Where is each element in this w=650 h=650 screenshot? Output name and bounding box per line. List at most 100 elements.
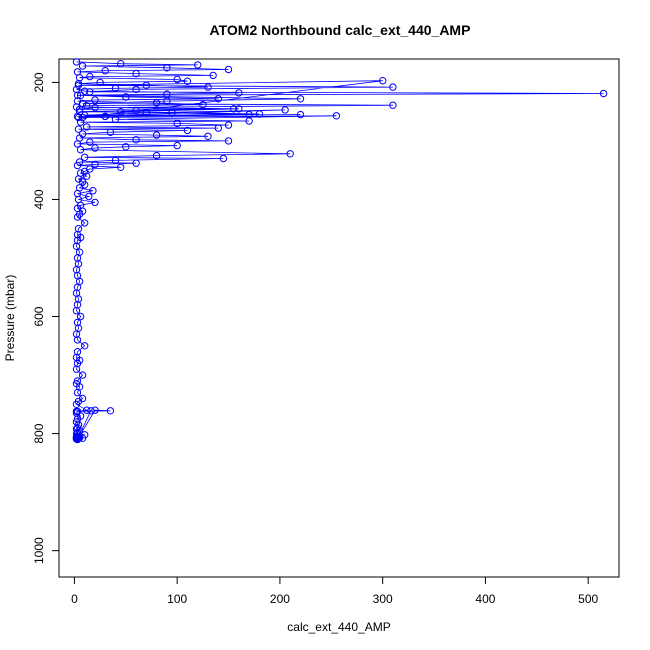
- data-point: [78, 113, 87, 122]
- data-point: [117, 108, 125, 116]
- data-point: [83, 406, 91, 414]
- plot-frame: [58, 58, 620, 578]
- data-point: [183, 77, 192, 85]
- data-point: [142, 109, 151, 117]
- data-point: [389, 101, 397, 109]
- data-point: [89, 187, 97, 195]
- data-point: [214, 95, 223, 103]
- x-tick-label: 0: [71, 592, 78, 606]
- x-axis: 0 100 200 300 400 500: [71, 576, 599, 606]
- data-point: [91, 406, 99, 414]
- data-point: [224, 65, 233, 74]
- data-point: [224, 121, 233, 129]
- y-axis-label: Pressure (mbar): [3, 275, 17, 362]
- data-point: [152, 131, 161, 139]
- data-point: [91, 144, 99, 152]
- data-point: [599, 89, 608, 98]
- data-point: [83, 102, 91, 110]
- data-point: [379, 77, 387, 85]
- data-point: [111, 84, 120, 93]
- data-point: [72, 58, 81, 66]
- data-point: [163, 90, 171, 98]
- data-point: [209, 71, 217, 80]
- data-point: [173, 141, 181, 150]
- data-point: [245, 117, 253, 125]
- data-point: [73, 91, 82, 100]
- data-point: [389, 83, 397, 91]
- data-point: [152, 99, 161, 107]
- data-point: [235, 89, 243, 97]
- data-point: [96, 78, 104, 87]
- data-point: [106, 128, 115, 136]
- data-point: [122, 143, 130, 151]
- data-point: [73, 112, 82, 121]
- data-point: [173, 119, 181, 128]
- x-tick-label: 500: [578, 592, 598, 606]
- data-point: [86, 72, 94, 81]
- data-point: [117, 163, 125, 172]
- data-point: [76, 312, 85, 321]
- x-tick-label: 200: [270, 592, 290, 606]
- x-tick-label: 100: [167, 592, 187, 606]
- data-point: [86, 138, 94, 146]
- y-tick-label: 1000: [32, 537, 46, 564]
- data-point: [183, 126, 192, 135]
- data-point: [296, 110, 305, 119]
- data-point: [204, 83, 212, 91]
- data-point: [73, 388, 82, 397]
- data-point: [332, 112, 341, 120]
- data-point: [73, 336, 82, 344]
- data-point: [235, 105, 243, 113]
- x-axis-label: calc_ext_440_AMP: [287, 620, 390, 634]
- data-point: [75, 105, 84, 114]
- data-point: [72, 307, 81, 315]
- data-point: [85, 192, 93, 201]
- data-point: [152, 151, 161, 160]
- y-tick-label: 800: [32, 423, 46, 443]
- data-point: [224, 137, 233, 145]
- data-point: [81, 167, 89, 176]
- data-point: [91, 160, 99, 169]
- data-point: [111, 156, 120, 165]
- data-point: [132, 106, 140, 115]
- data-point: [78, 62, 87, 70]
- data-point: [122, 93, 130, 101]
- data-point: [73, 161, 82, 170]
- data-point: [101, 67, 109, 75]
- data-point: [74, 125, 83, 133]
- data-point: [230, 105, 238, 113]
- data-series: [72, 58, 608, 444]
- data-point: [72, 400, 81, 408]
- data-point: [281, 106, 289, 114]
- data-point: [142, 81, 151, 90]
- data-point: [76, 146, 85, 154]
- data-point: [163, 64, 171, 72]
- data-point: [173, 75, 181, 84]
- data-point: [81, 219, 89, 227]
- data-point: [163, 97, 171, 105]
- x-tick-label: 400: [475, 592, 495, 606]
- data-point: [91, 103, 99, 112]
- data-point: [168, 109, 176, 117]
- data-point: [81, 342, 89, 350]
- data-point: [83, 172, 91, 180]
- data-point: [74, 81, 83, 90]
- data-point: [86, 88, 94, 96]
- data-point: [132, 69, 140, 78]
- data-point: [214, 124, 223, 132]
- data-point: [199, 101, 207, 109]
- data-point: [117, 60, 125, 68]
- data-point: [132, 85, 140, 94]
- data-point: [78, 371, 87, 379]
- data-point: [72, 432, 81, 441]
- data-point: [132, 136, 140, 144]
- data-point: [73, 140, 82, 148]
- data-point: [81, 153, 89, 162]
- y-axis: 200 400 600 800 1000: [32, 72, 60, 564]
- data-point: [296, 95, 305, 103]
- data-point: [91, 96, 99, 104]
- data-point: [101, 112, 109, 121]
- data-point: [219, 154, 228, 163]
- data-point: [81, 87, 89, 95]
